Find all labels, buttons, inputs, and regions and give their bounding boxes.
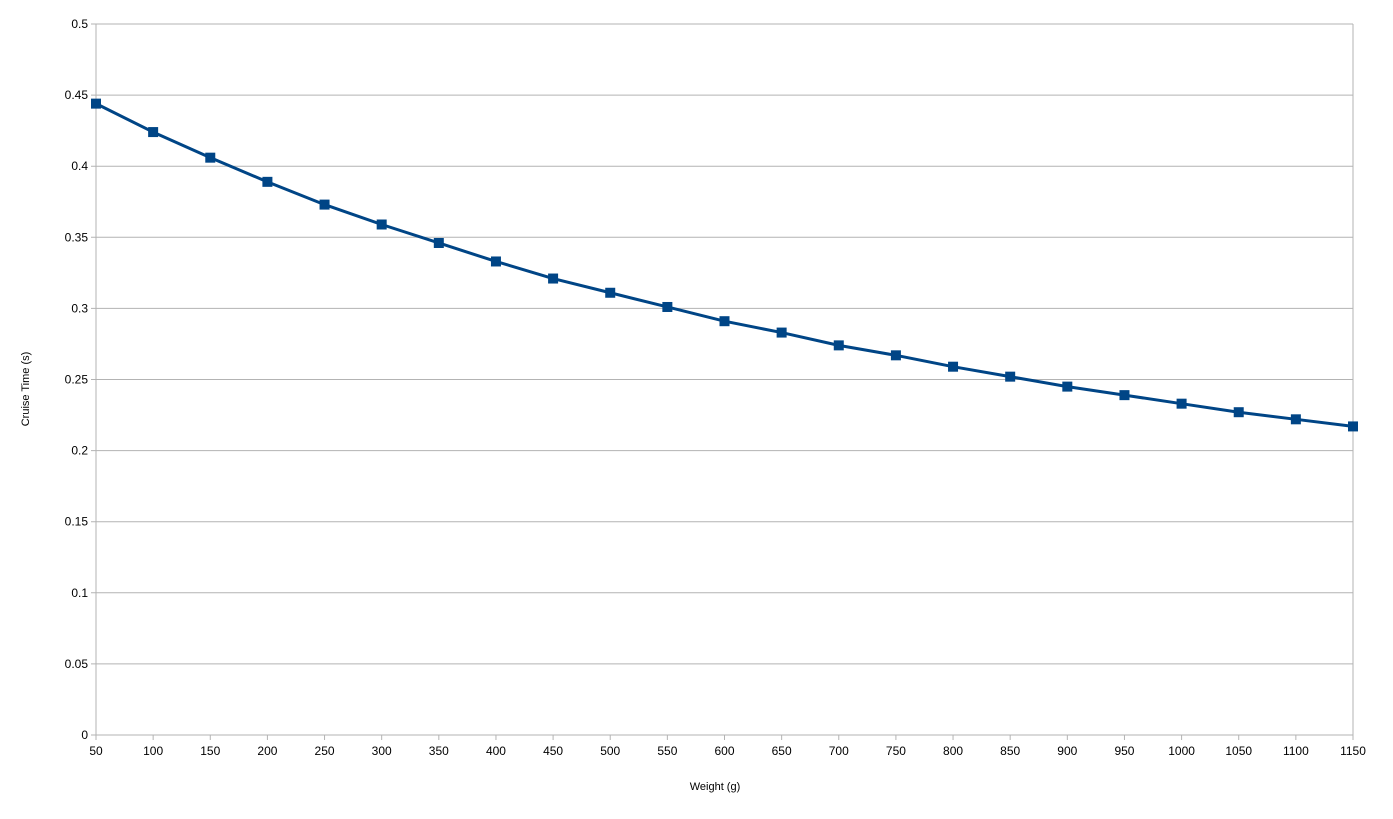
series [91, 98, 1358, 432]
data-point [433, 237, 444, 248]
x-tick-label: 450 [543, 744, 563, 758]
data-point [376, 219, 387, 230]
y-tick-label: 0.4 [71, 159, 88, 173]
y-tick-label: 0.35 [65, 230, 89, 244]
data-point [605, 287, 616, 298]
x-tick-label: 1050 [1225, 744, 1252, 758]
x-tick-label: 1000 [1168, 744, 1195, 758]
x-tick-label: 950 [1114, 744, 1134, 758]
data-point [490, 256, 501, 267]
y-tick-label: 0.05 [65, 657, 89, 671]
x-tick-label: 500 [600, 744, 620, 758]
x-tick-label: 550 [657, 744, 677, 758]
y-tick-label: 0.1 [71, 586, 88, 600]
series-line [95, 102, 1354, 428]
y-axis-label: Cruise Time (s) [20, 352, 32, 427]
y-tick-label: 0.2 [71, 444, 88, 458]
x-tick-label: 1100 [1283, 744, 1309, 758]
data-point [948, 361, 959, 372]
x-tick-label: 700 [829, 744, 849, 758]
data-point [262, 176, 273, 187]
x-tick-labels: 50 100 150 200 250 300 350 400 450 500 550 600 650 70… [89, 744, 1366, 758]
data-point [1062, 381, 1073, 392]
data-point [319, 199, 330, 210]
x-tick-label: 800 [943, 744, 963, 758]
x-tick-label: 100 [143, 744, 163, 758]
data-point [205, 152, 216, 163]
data-point [719, 316, 730, 327]
x-tick-label: 650 [772, 744, 792, 758]
x-tick-label: 50 [89, 744, 103, 758]
x-tick-label: 300 [372, 744, 392, 758]
data-point [776, 327, 787, 338]
y-tick-label: 0.15 [65, 515, 89, 529]
data-point [1005, 371, 1016, 382]
x-tick-label: 250 [315, 744, 335, 758]
data-point [1176, 398, 1187, 409]
data-point [1119, 390, 1130, 401]
y-tick-label: 0.25 [65, 373, 89, 387]
x-tick-label: 1150 [1340, 744, 1366, 758]
x-tick-label: 850 [1000, 744, 1020, 758]
x-axis-label: Weight (g) [690, 781, 741, 793]
x-tick-label: 750 [886, 744, 906, 758]
data-point [833, 340, 844, 351]
x-tick-label: 400 [486, 744, 506, 758]
axes [95, 24, 1354, 740]
x-tick-label: 200 [257, 744, 277, 758]
y-tick-label: 0.3 [71, 301, 88, 315]
x-tick-label: 350 [429, 744, 449, 758]
x-tick-label: 600 [714, 744, 734, 758]
x-tick-label: 900 [1057, 744, 1077, 758]
y-tick-labels: 0 0.05 0.1 0.15 0.2 0.25 0.3 0.35 0.4 0.45 0.5 [65, 17, 89, 742]
y-tick-label: 0 [81, 728, 88, 742]
data-point [1348, 421, 1358, 432]
data-point [890, 350, 901, 361]
y-tick-label: 0.45 [65, 88, 89, 102]
grid-lines [91, 23, 1353, 736]
x-tick-label: 150 [200, 744, 220, 758]
data-point [91, 98, 101, 109]
y-tick-label: 0.5 [71, 17, 88, 31]
data-point [548, 273, 559, 284]
data-point [662, 301, 673, 312]
data-point [148, 127, 159, 138]
data-point [1233, 407, 1244, 418]
data-point [1290, 414, 1301, 425]
